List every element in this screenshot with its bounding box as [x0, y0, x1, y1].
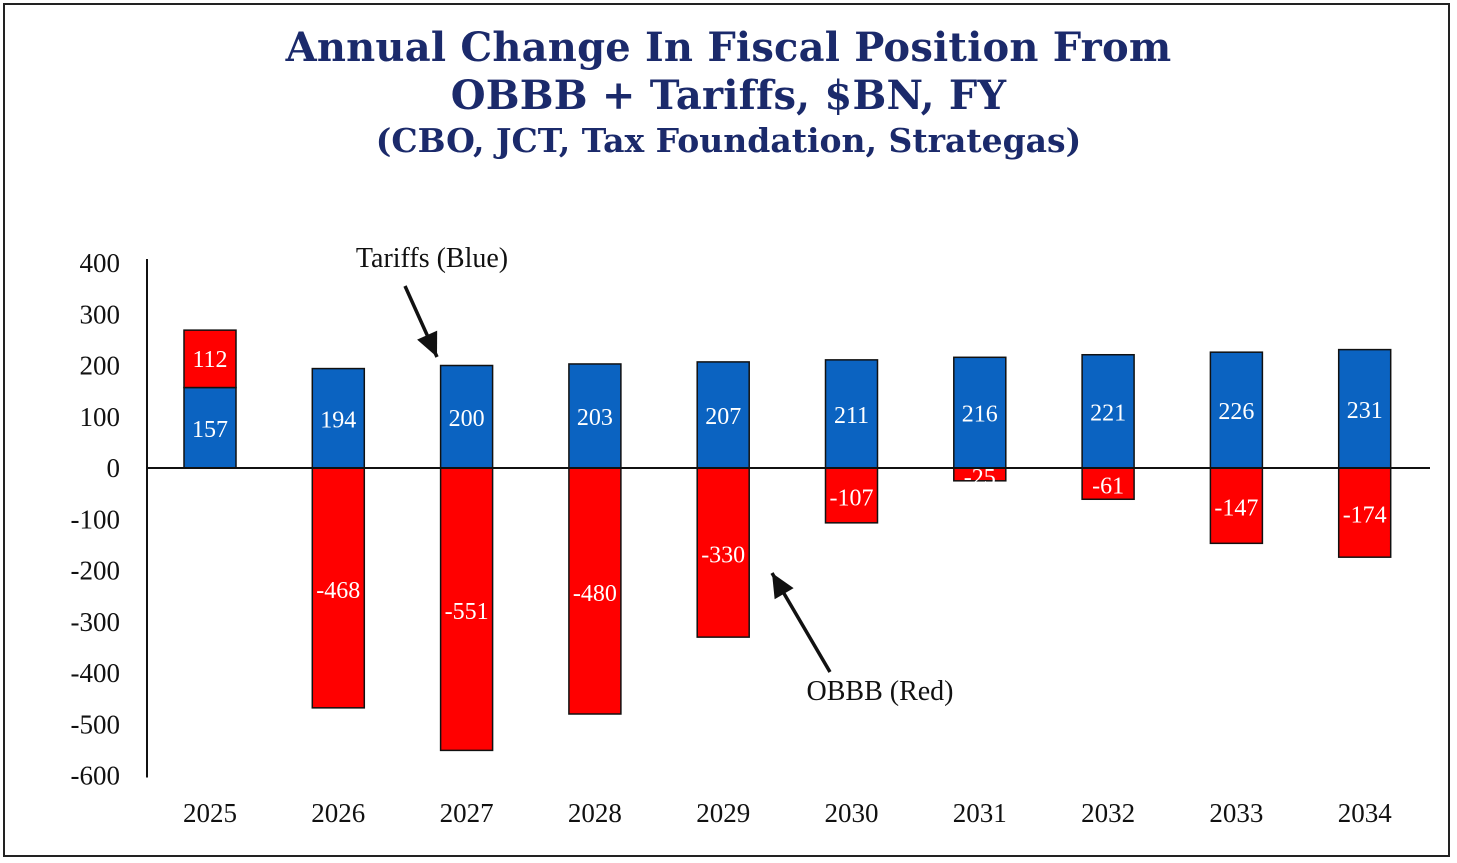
y-tick-label: -400	[71, 658, 121, 688]
x-category-label: 2029	[696, 798, 750, 828]
tariff-data-label: 203	[577, 405, 613, 431]
obbb-data-label: -480	[573, 581, 617, 607]
tariff-data-label: 207	[705, 404, 741, 430]
obbb-bar	[696, 467, 750, 638]
tariff-bar	[1081, 353, 1135, 469]
y-tick-label: 200	[80, 351, 121, 381]
tariff-bar	[696, 361, 750, 469]
y-tick-label: 0	[107, 453, 121, 483]
obbb-bar	[439, 467, 494, 752]
y-tick-label: 100	[80, 402, 121, 432]
y-tick-label: -500	[71, 709, 121, 739]
tariff-bar	[439, 364, 494, 469]
obbb-arrow-head	[772, 573, 794, 600]
x-category-label: 2025	[183, 798, 237, 828]
obbb-data-label: -330	[701, 543, 745, 569]
obbb-data-label: -25	[964, 465, 996, 491]
x-category-label: 2027	[440, 798, 494, 828]
annotation-obbb: OBBB (Red)	[807, 676, 954, 707]
obbb-bar	[568, 467, 622, 715]
x-category-label: 2032	[1081, 798, 1135, 828]
tariff-data-label: 216	[962, 402, 998, 428]
tariff-data-label: 226	[1218, 399, 1254, 425]
tariff-bar	[953, 356, 1007, 469]
obbb-data-label: -147	[1214, 496, 1258, 522]
obbb-bar	[1081, 467, 1135, 501]
y-tick-label: 300	[80, 299, 121, 329]
y-tick-label: -300	[71, 607, 121, 637]
obbb-data-label: 112	[192, 347, 227, 373]
obbb-data-label: -61	[1092, 474, 1124, 500]
x-category-label: 2031	[953, 798, 1007, 828]
obbb-data-label: -468	[316, 578, 360, 604]
obbb-data-label: -551	[445, 599, 489, 625]
obbb-data-label: -107	[830, 485, 874, 511]
y-tick-label: -600	[71, 761, 121, 791]
tariff-data-label: 231	[1347, 398, 1383, 424]
chart-subtitle: (CBO, JCT, Tax Foundation, Strategas)	[375, 121, 1082, 160]
chart-title-block: Annual Change In Fiscal Position From OB…	[0, 24, 1457, 162]
obbb-bar	[183, 329, 237, 389]
x-category-label: 2030	[825, 798, 879, 828]
tariff-data-label: 221	[1090, 400, 1126, 426]
tariff-bar	[824, 359, 879, 469]
y-tick-label: -100	[71, 504, 121, 534]
obbb-bar	[311, 467, 366, 709]
y-tick-label: 400	[80, 248, 121, 278]
x-category-label: 2034	[1338, 798, 1393, 828]
obbb-data-label: -174	[1343, 503, 1387, 529]
obbb-bar	[824, 467, 879, 524]
tariff-data-label: 211	[834, 403, 869, 429]
x-category-label: 2026	[311, 798, 365, 828]
x-category-label: 2028	[568, 798, 622, 828]
tariff-data-label: 200	[449, 406, 485, 432]
tariff-bar	[1337, 348, 1392, 469]
x-category-label: 2033	[1209, 798, 1263, 828]
tariff-data-label: 194	[320, 407, 356, 433]
annotation-tariffs: Tariffs (Blue)	[356, 243, 508, 274]
tariff-bar	[1209, 351, 1264, 469]
chart-title-line-1: Annual Change In Fiscal Position From	[285, 24, 1172, 71]
tariff-data-label: 157	[192, 417, 228, 443]
chart-title-line-2: OBBB + Tariffs, $BN, FY	[450, 72, 1007, 119]
y-tick-label: -200	[71, 556, 121, 586]
tariff-bar	[311, 367, 366, 469]
tariffs-arrow-head	[417, 330, 438, 357]
